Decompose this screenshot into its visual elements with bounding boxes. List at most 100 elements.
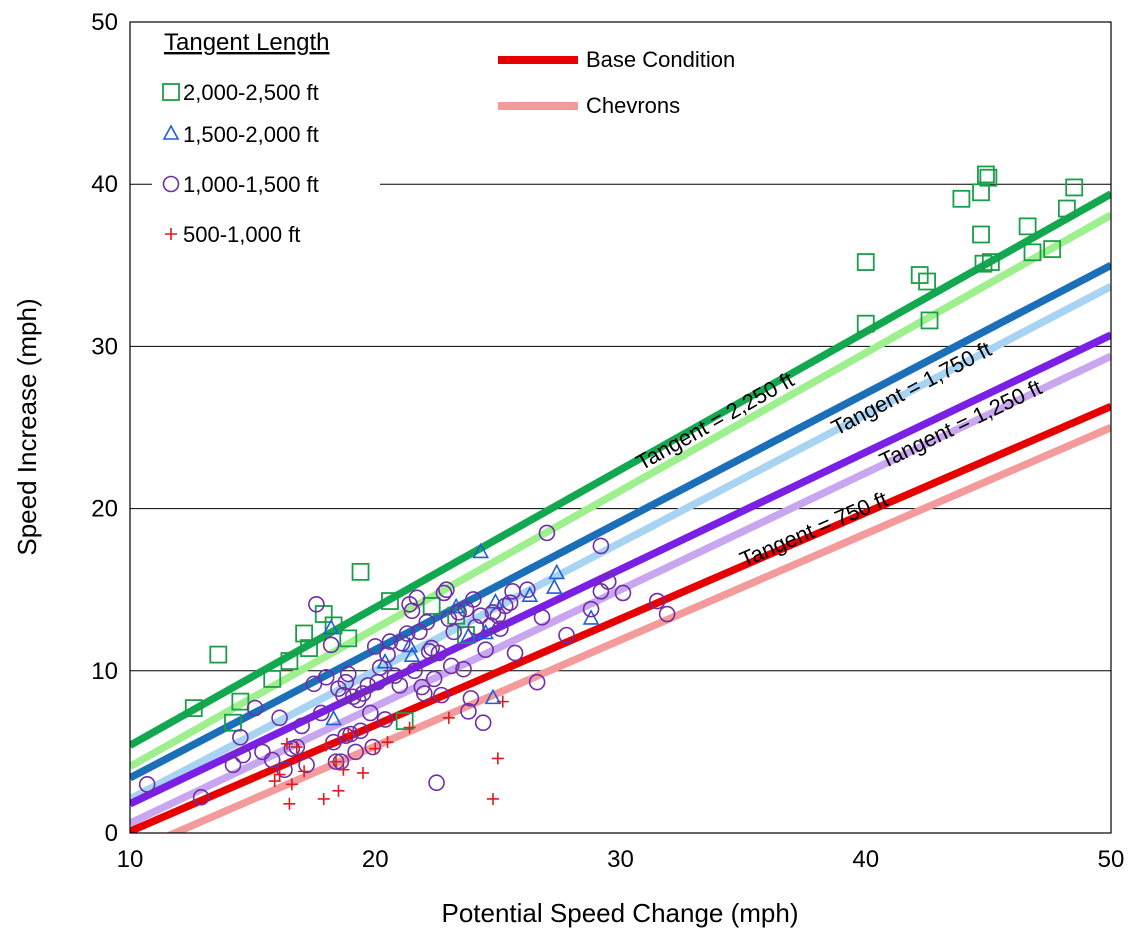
point-circle-42	[386, 667, 404, 684]
point-circle-65	[450, 604, 467, 621]
y-tick-label-10: 10	[91, 658, 118, 685]
point-square-28	[981, 253, 1000, 271]
line-legend-label-1: Chevrons	[586, 93, 680, 118]
point-circle-70	[465, 591, 482, 608]
point-circle-2	[224, 756, 242, 774]
point-circle-9	[276, 761, 293, 779]
point-plus-0	[268, 775, 281, 788]
point-square-2	[224, 713, 242, 732]
point-square-21	[920, 311, 939, 330]
point-plus-4	[285, 778, 298, 791]
point-circle-41	[381, 633, 399, 650]
point-square-27	[979, 168, 998, 187]
point-square-12	[381, 592, 399, 610]
point-square-18	[856, 314, 875, 333]
point-circle-44	[393, 634, 411, 652]
point-plus-15	[381, 736, 394, 749]
point-square-1	[209, 645, 228, 664]
point-circle-33	[359, 677, 377, 694]
point-square-4	[263, 670, 282, 688]
point-plus-9	[330, 755, 343, 768]
point-plus-7	[317, 792, 330, 805]
regression-line-1	[130, 211, 1111, 770]
point-circle-18	[322, 636, 340, 654]
point-plus-1	[273, 768, 286, 781]
point-square-16	[457, 626, 475, 645]
point-plus-10	[332, 784, 345, 797]
point-square-26	[977, 165, 995, 184]
point-square-31	[1043, 240, 1062, 258]
point-plus-5	[290, 741, 303, 754]
point-circle-87	[558, 626, 575, 644]
legend-marker-plus	[165, 228, 177, 240]
legend-marker-triangle	[162, 124, 180, 140]
regression-line-6	[130, 402, 1111, 833]
point-square-5	[280, 652, 299, 670]
point-circle-26	[339, 665, 357, 683]
point-square-6	[295, 624, 314, 643]
legend: Tangent Length 2,000-2,500 ft 1,500-2,00…	[152, 24, 735, 256]
point-circle-43	[391, 677, 409, 694]
regression-line-7	[165, 424, 1111, 833]
y-axis-title: Speed Increase (mph)	[12, 298, 42, 555]
point-circle-32	[354, 685, 372, 702]
y-tick-label-40: 40	[91, 171, 118, 198]
point-circle-90	[592, 537, 610, 555]
point-circle-20	[327, 753, 345, 770]
point-circle-88	[582, 600, 600, 618]
point-triangle-13	[548, 563, 566, 580]
point-plus-3	[283, 797, 296, 810]
point-square-33	[1065, 178, 1084, 197]
y-tick-label-0: 0	[105, 820, 118, 847]
marker-legend-label-0: 2,000-2,500 ft	[183, 80, 319, 105]
x-tick-label-30: 30	[607, 846, 634, 873]
point-plus-16	[403, 721, 416, 734]
point-circle-53	[418, 613, 436, 631]
point-circle-93	[648, 592, 666, 610]
x-tick-label-40: 40	[852, 846, 879, 873]
point-square-14	[422, 597, 441, 615]
point-plus-6	[298, 765, 311, 778]
point-square-0	[184, 699, 203, 718]
point-circle-63	[442, 657, 460, 675]
point-circle-72	[472, 607, 490, 624]
point-circle-66	[455, 660, 472, 678]
point-square-10	[339, 629, 358, 648]
point-circle-5	[246, 699, 264, 717]
point-circle-23	[335, 686, 352, 704]
point-circle-31	[352, 722, 369, 740]
point-triangle-7	[472, 542, 490, 559]
point-circle-35	[364, 738, 382, 756]
x-tick-label-10: 10	[117, 846, 144, 873]
point-circle-74	[477, 641, 494, 659]
y-tick-label-20: 20	[91, 496, 118, 523]
point-circle-79	[496, 597, 514, 615]
point-plus-17	[442, 711, 455, 724]
point-circle-68	[460, 703, 477, 720]
point-circle-7	[263, 751, 281, 769]
marker-legend-title: Tangent Length	[164, 29, 329, 56]
legend-marker-square	[162, 83, 180, 101]
point-circle-49	[408, 589, 426, 607]
marker-legend-label-2: 1,000-1,500 ft	[183, 172, 319, 197]
point-circle-73	[474, 714, 492, 732]
point-circle-11	[288, 738, 306, 756]
point-circle-4	[234, 746, 252, 764]
point-plus-13	[356, 766, 369, 779]
point-circle-60	[435, 584, 453, 602]
point-square-30	[1023, 243, 1042, 262]
point-circle-58	[430, 644, 448, 662]
point-triangle-12	[545, 578, 563, 594]
point-circle-34	[362, 704, 379, 722]
point-circle-84	[528, 673, 546, 691]
point-plus-2	[280, 737, 293, 750]
point-circle-6	[254, 743, 271, 761]
point-square-7	[300, 639, 318, 657]
point-circle-78	[492, 620, 509, 637]
point-plus-8	[320, 739, 333, 752]
point-circle-39	[376, 711, 394, 728]
point-circle-3	[232, 729, 249, 746]
point-triangle-14	[582, 609, 600, 625]
marker-legend-label-3: 500-1,000 ft	[183, 222, 300, 247]
